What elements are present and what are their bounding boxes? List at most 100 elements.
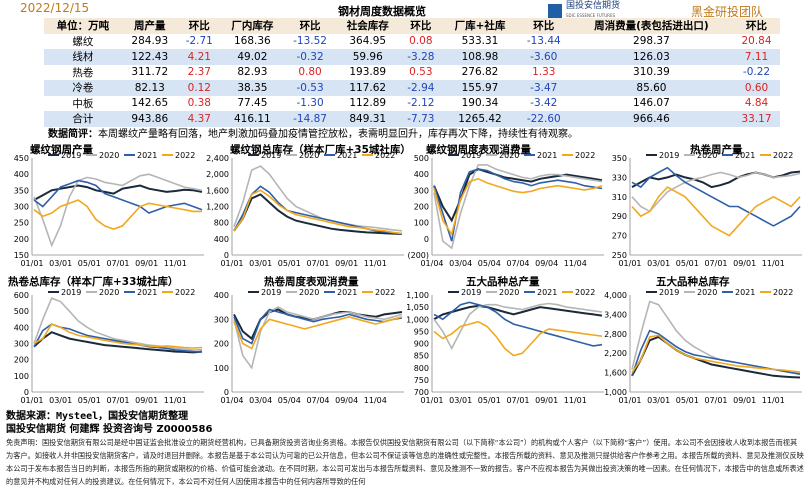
y-tick-label: 0 [224,251,229,260]
series-line-2021 [33,179,203,214]
table-cell: 943.86 [121,111,178,127]
table-cell: 59.96 [336,49,400,65]
line-chart: 0 100 200 300 400 500 600 01/01 03/01 05/01 07/01 0… [14,288,204,405]
x-tick-label: 03/01 [647,396,670,405]
series-line-2022 [433,320,603,357]
x-tick-label: 03/01 [647,259,670,268]
x-tick-label: 11/04 [564,259,587,268]
table-cell: -22.60 [517,111,570,127]
y-tick-label: 2,000 [206,170,229,179]
legend-label: 2021 [137,151,157,160]
table-cell: -3.60 [517,49,570,65]
y-tick-label: 300 [14,203,29,212]
x-tick-label: 05/01 [78,259,101,268]
table-cell: 966.46 [569,111,734,127]
table-cell: 108.98 [442,49,518,65]
y-tick-label: 1,600 [604,369,627,378]
logo-en: SDIC ESSENCE FUTURES [566,13,616,18]
series-line-2022 [33,323,203,349]
column-header: 环比 [733,18,780,34]
x-tick-label: 09/01 [335,259,358,268]
y-tick-label: 600 [14,291,29,300]
legend-label: 2019 [461,151,481,160]
logo-icon [548,4,562,18]
x-tick-label: 01/01 [220,259,243,268]
table-cell: -0.22 [742,66,771,79]
chart-title: 螺纹钢周产量 [30,144,93,156]
x-tick-label: 07/01 [704,396,727,405]
legend-label: 2021 [337,288,357,297]
y-tick-label: 500 [14,307,29,316]
y-tick-label: 1,600 [206,186,229,195]
disclaimer: 免责声明：国投安信期货有限公司是经中国证监会批准设立的期货经营机构，已具备期货投… [6,438,804,486]
legend-label: 2022 [575,151,595,160]
legend-label: 2020 [499,288,519,297]
legend-label: 2021 [735,151,755,160]
company-logo: 国投安信期货 SDIC ESSENCE FUTURES [548,2,620,20]
table-row: 冷卷 82.13 0.12 38.35 -0.53 117.62 -2.94 155.97 -3… [44,80,780,96]
table-cell: -13.44 [526,35,561,48]
table-cell: 298.37 [633,35,670,48]
table-cell: 193.89 [349,66,387,79]
y-tick-label: 400 [14,170,29,179]
x-tick-label: 09/01 [135,259,158,268]
chart-title: 五大品种总产量 [466,276,540,288]
table-cell: -1.30 [296,97,324,110]
y-tick-label: 450 [14,154,29,163]
legend-label: 2020 [99,151,119,160]
x-tick-label: 03/01 [49,259,72,268]
analyst-info: 国投安信期货 何建辉 投资咨询号 Z0000586 [6,424,213,435]
table-cell: 155.97 [442,80,518,96]
column-header: 周消费量(表包括进出口) [569,18,734,34]
chart-title: 热卷总库存（样本厂库+33城社库） [8,276,179,288]
table-cell: 38.35 [220,80,285,96]
legend-label: 2019 [659,151,679,160]
table-cell: 螺纹 [72,35,94,48]
series-line-2022 [631,334,801,374]
series-line-2022 [33,199,202,230]
legend-label: 2021 [337,151,357,160]
y-tick-label: 2,800 [604,330,627,339]
table-cell: 190.34 [461,97,499,110]
y-tick-label: 2,200 [604,349,627,358]
series-line-2022 [233,315,403,350]
table-cell: 82.13 [121,80,178,96]
table-cell: 合计 [44,111,122,127]
table-cell: 364.95 [349,35,387,48]
y-tick-label: 850 [414,352,429,361]
line-chart: 150 200 250 300 350 400 450 01/01 03/01 05/01 07/0… [14,151,204,268]
logo-cn: 国投安信期货 [566,1,621,11]
legend-label: 2021 [537,151,557,160]
column-header: 环比 [177,18,221,34]
y-tick-label: 900 [414,340,429,349]
y-tick-label: 400 [214,235,229,244]
x-tick-label: 09/04 [335,396,358,405]
table-cell: 4.84 [744,97,769,110]
table-cell: 线材 [44,49,122,65]
y-tick-label: 0 [224,388,229,397]
table-cell: 0.60 [733,80,780,96]
series-line-2019 [631,335,801,379]
y-tick-label: 0 [24,388,29,397]
table-cell: 276.82 [461,66,499,79]
legend-label: 2022 [375,151,395,160]
y-tick-label: 1,200 [206,203,229,212]
legend-label: 2022 [175,151,195,160]
chart-title: 热卷周度表观消费量 [264,276,359,288]
y-tick-label: 2,400 [206,154,229,163]
table-cell: -0.53 [284,80,337,96]
column-header: 社会库存 [336,18,400,34]
series-line-2020 [631,171,801,213]
series-line-2019 [233,193,403,235]
legend-label: 2020 [299,288,319,297]
x-tick-label: 05/04 [478,259,501,268]
x-tick-label: 05/04 [278,396,301,405]
x-tick-label: 03/04 [449,259,472,268]
x-tick-label: 05/01 [278,259,301,268]
x-tick-label: 03/01 [249,259,272,268]
legend-label: 2022 [575,288,595,297]
y-tick-label: 3,400 [604,310,627,319]
y-tick-label: 300 [214,315,229,324]
series-line-2022 [233,189,403,235]
y-tick-label: 350 [14,186,29,195]
